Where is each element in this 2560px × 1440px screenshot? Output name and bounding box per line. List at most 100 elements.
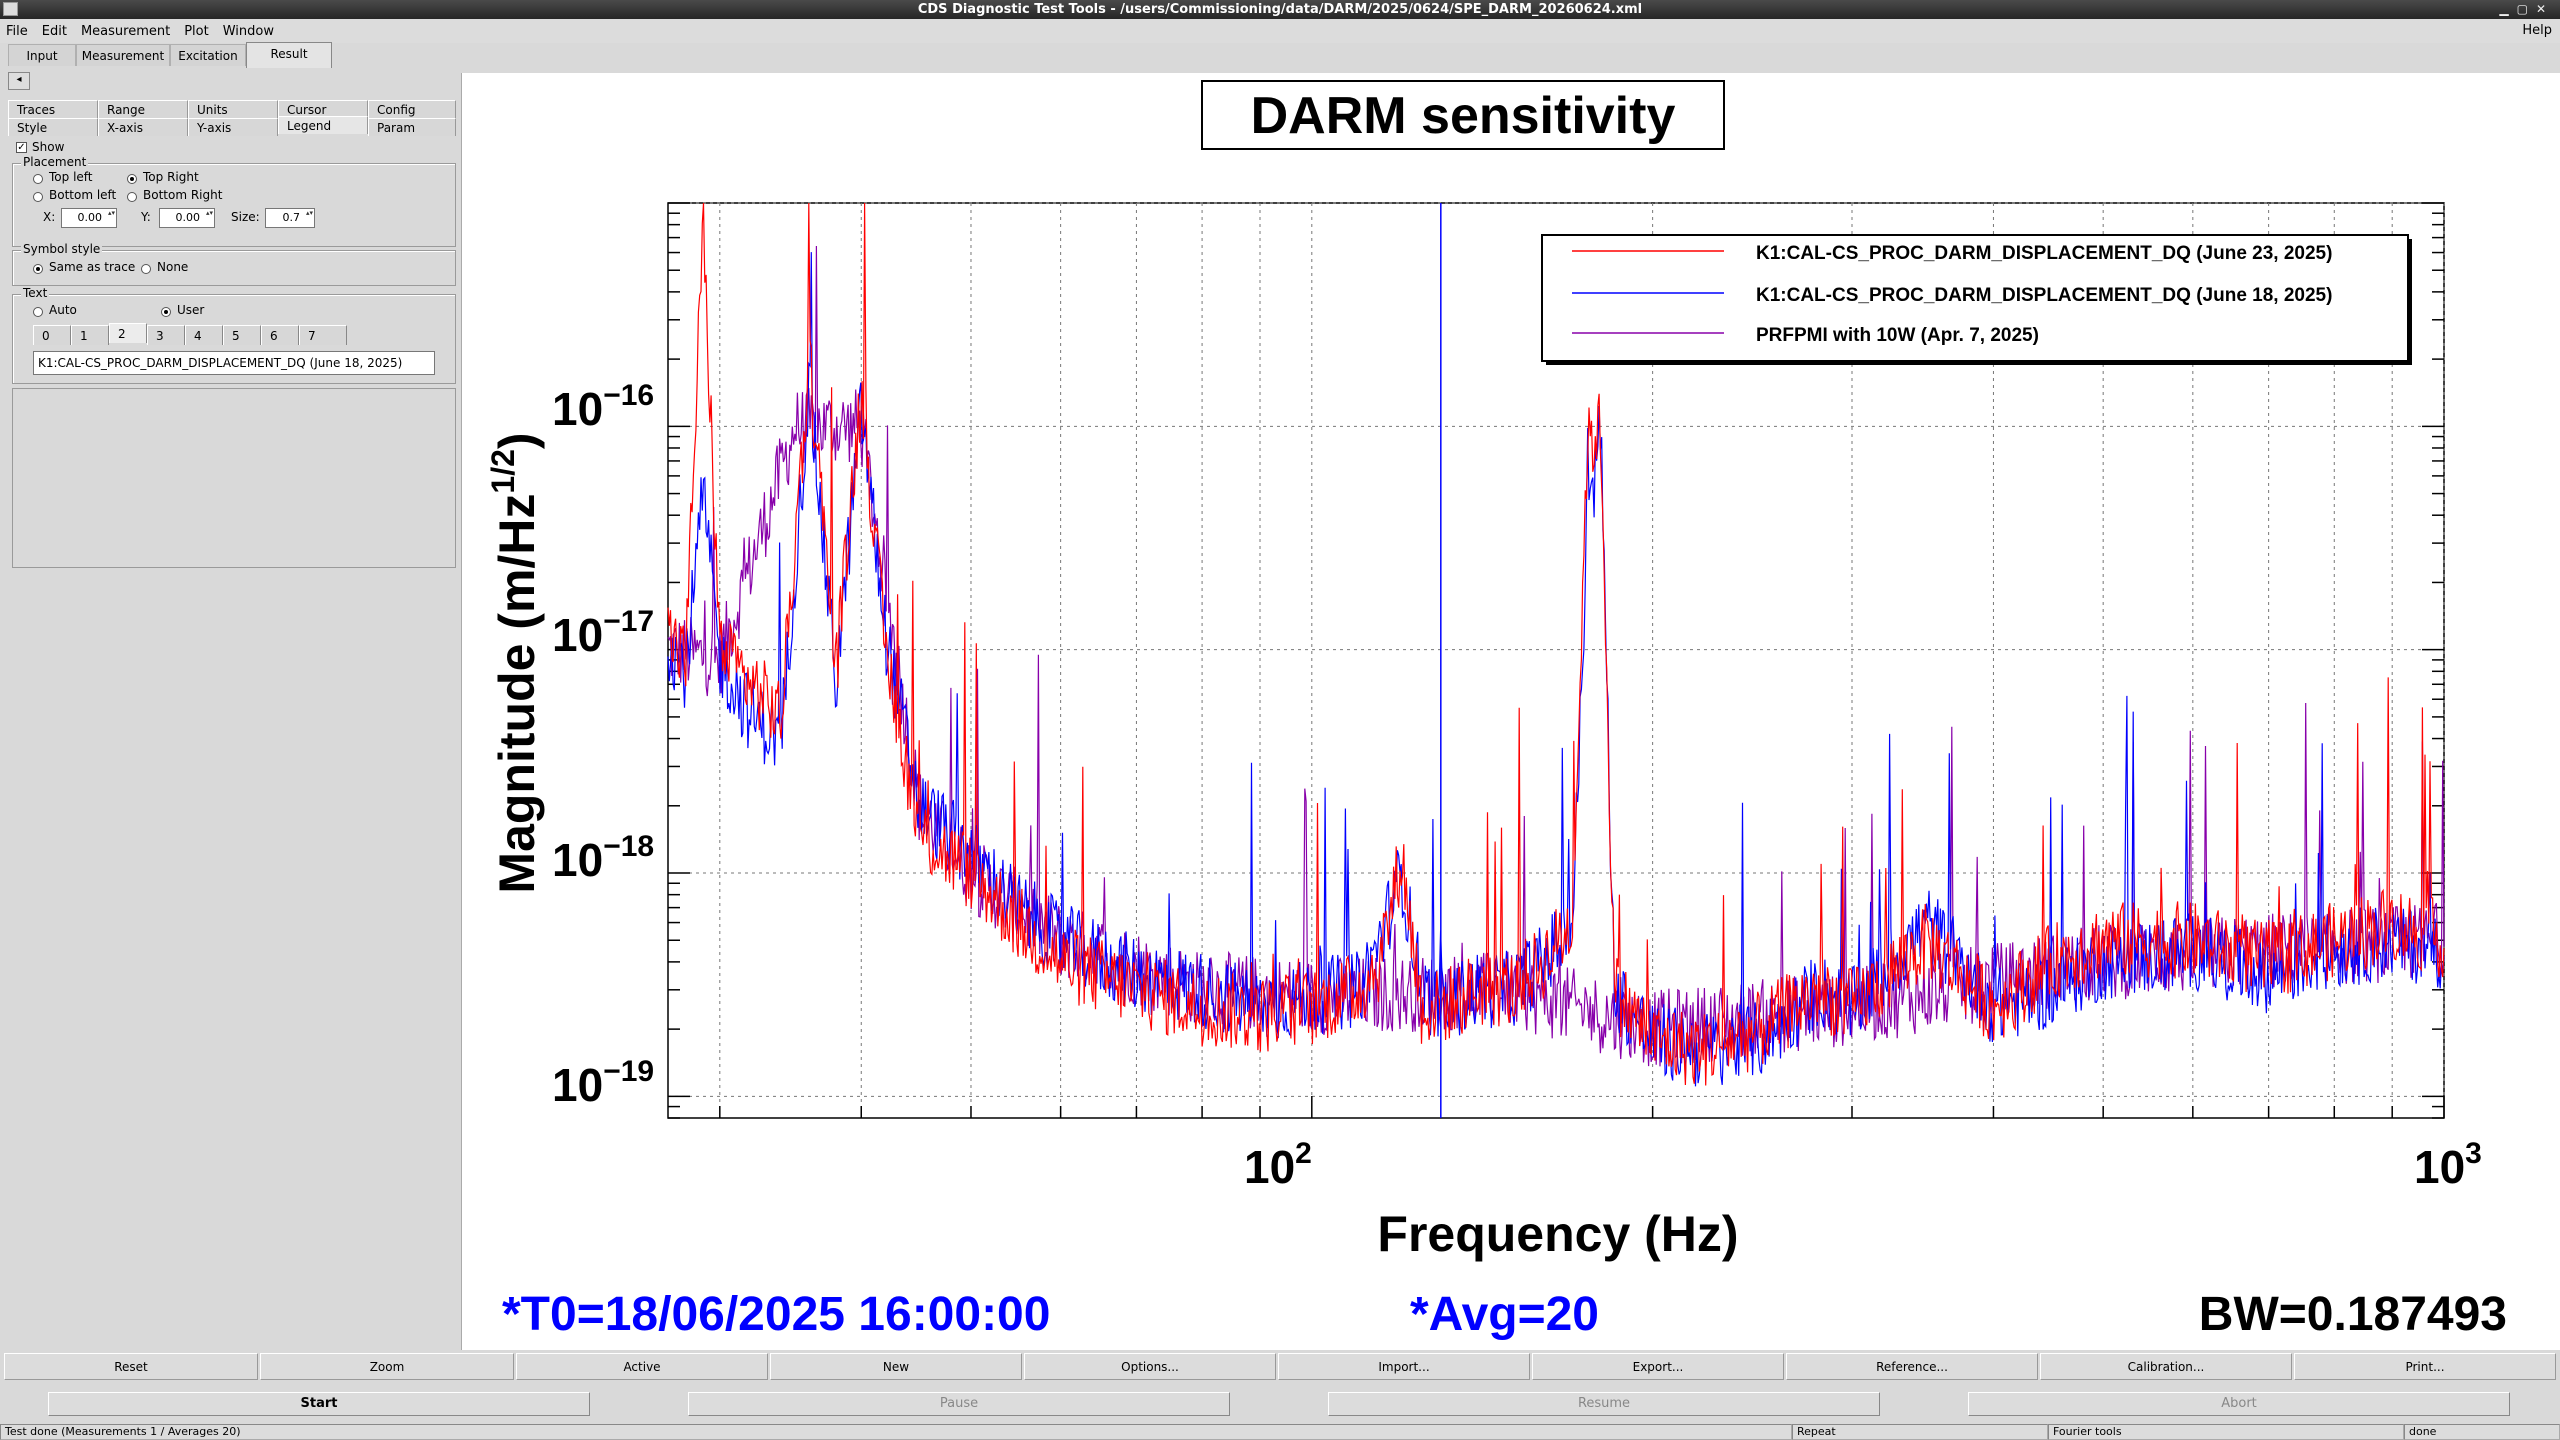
reset-button[interactable]: Reset: [4, 1353, 258, 1380]
show-legend-label: Show: [32, 140, 65, 154]
y-offset-input[interactable]: 0.00: [159, 208, 215, 228]
export-button[interactable]: Export...: [1532, 1353, 1784, 1380]
symbol-same-radio[interactable]: [33, 264, 43, 274]
window-title: CDS Diagnostic Test Tools - /users/Commi…: [917, 2, 1643, 17]
menu-help[interactable]: Help: [2522, 23, 2552, 38]
placement-top-left-radio[interactable]: [33, 174, 43, 184]
subtab-range[interactable]: Range: [98, 100, 188, 118]
new-button[interactable]: New: [770, 1353, 1022, 1380]
menu-file[interactable]: File: [6, 24, 28, 39]
xtick-label-100: 102: [1244, 1137, 1312, 1193]
text-tab-3[interactable]: 3: [147, 325, 185, 345]
menu-bar: File Edit Measurement Plot Window Help: [0, 19, 2560, 43]
legend-box[interactable]: K1:CAL-CS_PROC_DARM_DISPLACEMENT_DQ (Jun…: [1541, 234, 2412, 365]
status-main: Test done (Measurements 1 / Averages 20): [0, 1424, 1792, 1440]
text-user-radio[interactable]: [161, 307, 171, 317]
text-tab-0[interactable]: 0: [33, 325, 71, 345]
plot-button-bar: Reset Zoom Active New Options... Import.…: [0, 1353, 2560, 1382]
placement-top-right-radio[interactable]: [127, 174, 137, 184]
subtab-config[interactable]: Config: [368, 100, 456, 118]
zoom-button[interactable]: Zoom: [260, 1353, 514, 1380]
start-button[interactable]: Start: [48, 1392, 590, 1416]
size-label: Size:: [231, 210, 260, 224]
placement-bottom-right-radio[interactable]: [127, 192, 137, 202]
subtab-y-axis[interactable]: Y-axis: [188, 118, 278, 136]
text-tab-7[interactable]: 7: [299, 325, 347, 345]
x-axis-label: Frequency (Hz): [1377, 1206, 1738, 1262]
plot-canvas-area[interactable]: DARM sensitivity 10−16 10−17 10−18 10−19…: [461, 73, 2560, 1350]
active-button[interactable]: Active: [516, 1353, 768, 1380]
window-menu-icon[interactable]: [3, 2, 18, 16]
control-bar: Start Pause Resume Abort: [0, 1388, 2560, 1420]
window-controls[interactable]: ▁▢✕: [2499, 2, 2554, 16]
symbol-none-label: None: [157, 260, 189, 274]
menu-measurement[interactable]: Measurement: [80, 24, 171, 39]
text-tab-1[interactable]: 1: [71, 325, 109, 345]
subtab-units[interactable]: Units: [188, 100, 278, 118]
print-button[interactable]: Print...: [2294, 1353, 2556, 1380]
y-offset-label: Y:: [141, 210, 151, 224]
subtab-style[interactable]: Style: [8, 118, 98, 136]
reference-button[interactable]: Reference...: [1786, 1353, 2038, 1380]
subtab-cursor[interactable]: Cursor: [278, 100, 368, 118]
legend-entry-2: PRFPMI with 10W (Apr. 7, 2025): [1756, 325, 2039, 346]
menu-window[interactable]: Window: [222, 24, 274, 39]
import-button[interactable]: Import...: [1278, 1353, 1530, 1380]
bw-label: BW=0.187493: [2199, 1288, 2507, 1341]
x-offset-label: X:: [43, 210, 56, 224]
ytick-label-1e-18: 10−18: [552, 830, 654, 886]
tab-input[interactable]: Input: [8, 44, 76, 66]
abort-button[interactable]: Abort: [1968, 1392, 2510, 1416]
placement-top-left-label: Top left: [49, 170, 93, 184]
status-state: done: [2404, 1424, 2560, 1440]
placement-bottom-right-label: Bottom Right: [143, 188, 223, 202]
text-tab-6[interactable]: 6: [261, 325, 299, 345]
main-tabs: Input Measurement Excitation Result: [0, 42, 2560, 68]
text-auto-label: Auto: [49, 303, 77, 317]
resume-button[interactable]: Resume: [1328, 1392, 1880, 1416]
ytick-label-1e-19: 10−19: [552, 1055, 654, 1111]
status-bar: Test done (Measurements 1 / Averages 20)…: [0, 1424, 2560, 1440]
text-user-label: User: [177, 303, 205, 317]
menu-plot[interactable]: Plot: [184, 24, 209, 39]
plot-traces: [667, 202, 2445, 1087]
tab-excitation[interactable]: Excitation: [170, 44, 246, 66]
plot-svg[interactable]: DARM sensitivity 10−16 10−17 10−18 10−19…: [462, 73, 2560, 1350]
collapse-panel-button[interactable]: ◂: [8, 72, 30, 90]
trace-line-0: [667, 202, 2445, 1086]
legend-text-input[interactable]: K1:CAL-CS_PROC_DARM_DISPLACEMENT_DQ (Jun…: [33, 351, 435, 375]
symbol-style-title: Symbol style: [21, 242, 103, 256]
y-tick-labels: 10−16 10−17 10−18 10−19: [552, 379, 654, 1111]
options-button[interactable]: Options...: [1024, 1353, 1276, 1380]
symbol-none-radio[interactable]: [141, 264, 151, 274]
subtab-traces[interactable]: Traces: [8, 100, 98, 118]
tab-measurement[interactable]: Measurement: [76, 44, 170, 66]
text-tab-4[interactable]: 4: [185, 325, 223, 345]
calibration-button[interactable]: Calibration...: [2040, 1353, 2292, 1380]
xtick-label-1000: 103: [2414, 1137, 2482, 1193]
y-axis-label: Magnitude (m/Hz1/2): [485, 432, 545, 893]
status-tools: Fourier tools: [2048, 1424, 2404, 1440]
text-auto-radio[interactable]: [33, 307, 43, 317]
placement-title: Placement: [21, 155, 89, 169]
plot-title: DARM sensitivity: [1251, 87, 1676, 145]
pause-button[interactable]: Pause: [688, 1392, 1230, 1416]
ytick-label-1e-16: 10−16: [552, 379, 654, 435]
ytick-label-1e-17: 10−17: [552, 605, 654, 661]
subtab-param[interactable]: Param: [368, 118, 456, 136]
placement-group: Placement Top left Top Right Bottom left…: [12, 155, 456, 247]
x-offset-input[interactable]: 0.00: [61, 208, 117, 228]
legend-text-group: Text Auto User 0 1 2 3 4 5 6 7 K1:CAL-CS…: [12, 286, 456, 384]
text-tab-5[interactable]: 5: [223, 325, 261, 345]
text-tab-2[interactable]: 2: [109, 323, 147, 343]
subtab-x-axis[interactable]: X-axis: [98, 118, 188, 136]
placement-top-right-label: Top Right: [143, 170, 199, 184]
menu-edit[interactable]: Edit: [41, 24, 67, 39]
options-panel: ◂ Traces Range Units Cursor Config Style…: [4, 68, 458, 1353]
subtab-legend[interactable]: Legend: [278, 116, 368, 134]
tab-result[interactable]: Result: [246, 42, 332, 68]
show-legend-checkbox[interactable]: ✓: [16, 142, 27, 153]
avg-label: *Avg=20: [1410, 1288, 1599, 1341]
size-input[interactable]: 0.7: [265, 208, 315, 228]
placement-bottom-left-radio[interactable]: [33, 192, 43, 202]
